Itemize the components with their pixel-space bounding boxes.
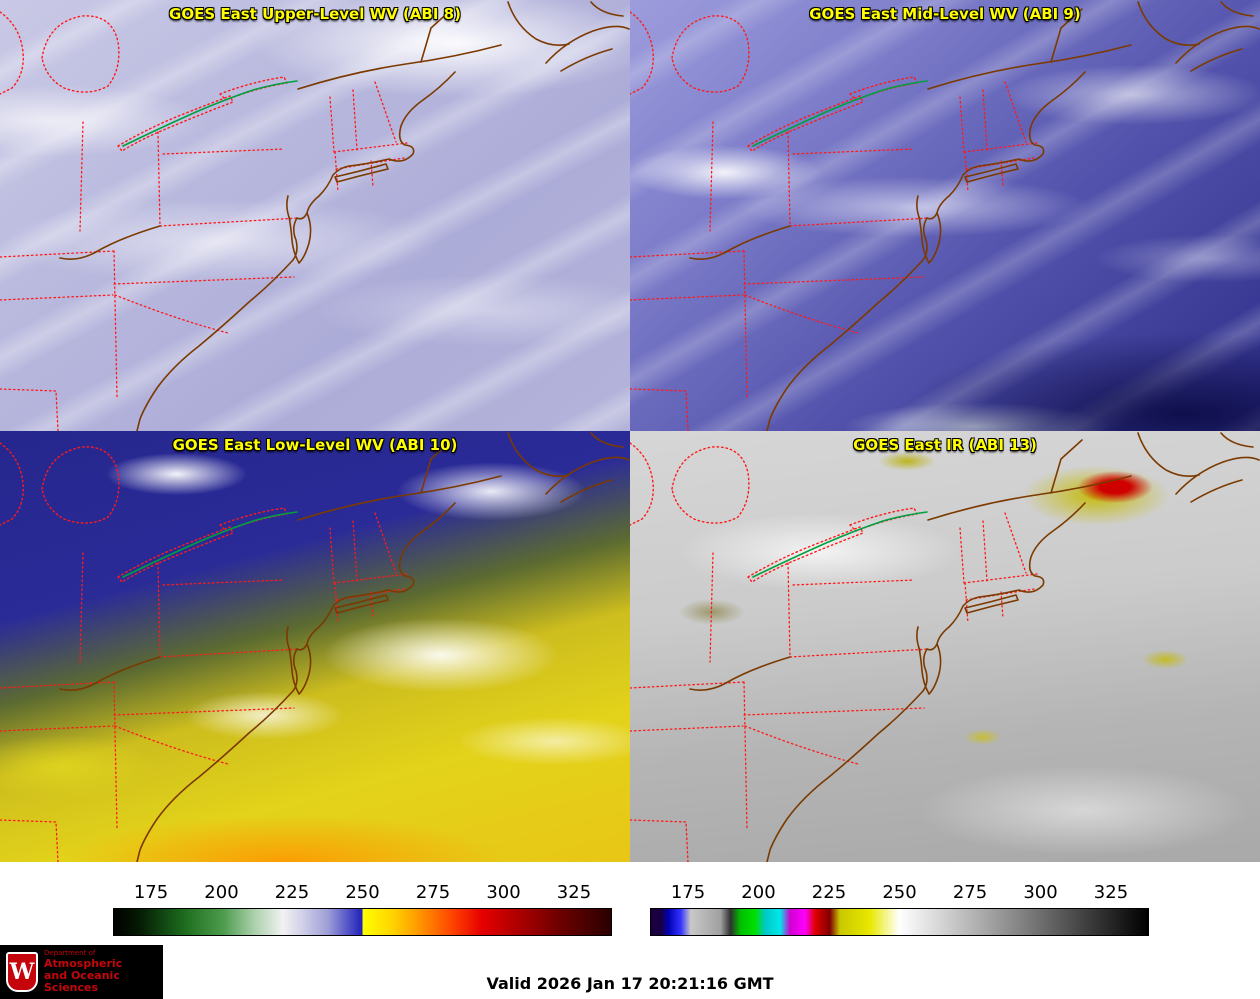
panel-grid: GOES East Upper-Level WV (ABI 8) GOES Ea… (0, 0, 1260, 862)
ir-colorbar-legend: 175 200 225 250 275 300 325 (650, 880, 1149, 936)
colorbar-tick: 275 (415, 882, 451, 903)
basemap-overlay (0, 1, 630, 431)
colorbar-tick: 175 (670, 882, 706, 903)
colorbar-tick: 225 (274, 882, 310, 903)
colorbar-tick: 325 (556, 882, 592, 903)
colorbar-tick: 300 (486, 882, 521, 903)
basemap-overlay (0, 432, 630, 862)
uw-crest-w-icon: W (6, 952, 38, 992)
wv-colorbar-ticks: 175 200 225 250 275 300 325 (113, 880, 612, 906)
colorbar-tick: 250 (882, 882, 917, 903)
colorbar-tick: 325 (1093, 882, 1129, 903)
basemap-overlay (630, 1, 1260, 431)
colorbar-tick: 300 (1023, 882, 1058, 903)
logo-text: Department of Atmospheric and Oceanic Sc… (44, 949, 157, 994)
panel-title-ir: GOES East IR (ABI 13) (853, 436, 1037, 454)
logo-dept-line: Atmospheric (44, 956, 123, 970)
panel-mid-level-wv[interactable]: GOES East Mid-Level WV (ABI 9) (630, 0, 1260, 431)
panel-title-mid-wv: GOES East Mid-Level WV (ABI 9) (809, 5, 1081, 23)
valid-timestamp: Valid 2026 Jan 17 20:21:16 GMT (486, 974, 774, 993)
wv-colorbar-legend: 175 200 225 250 275 300 325 (113, 880, 612, 936)
logo-dept-line: Department of (44, 949, 96, 958)
panel-ir[interactable]: GOES East IR (ABI 13) (630, 431, 1260, 862)
colorbar-tick: 250 (345, 882, 380, 903)
basemap-overlay (630, 432, 1260, 862)
uw-aos-logo[interactable]: W Department of Atmospheric and Oceanic … (0, 945, 163, 999)
panel-upper-level-wv[interactable]: GOES East Upper-Level WV (ABI 8) (0, 0, 630, 431)
colorbar-tick: 225 (811, 882, 847, 903)
ir-colorbar-ticks: 175 200 225 250 275 300 325 (650, 880, 1149, 906)
logo-dept-line: and Oceanic Sciences (44, 968, 120, 994)
colorbar-tick: 175 (133, 882, 169, 903)
wv-colorbar (113, 908, 612, 936)
colorbar-tick: 275 (952, 882, 988, 903)
crest-letter: W (9, 959, 35, 985)
colorbar-tick: 200 (204, 882, 239, 903)
panel-low-level-wv[interactable]: GOES East Low-Level WV (ABI 10) (0, 431, 630, 862)
colorbar-tick: 200 (741, 882, 776, 903)
ir-colorbar (650, 908, 1149, 936)
panel-title-upper-wv: GOES East Upper-Level WV (ABI 8) (169, 5, 461, 23)
panel-title-low-wv: GOES East Low-Level WV (ABI 10) (172, 436, 458, 454)
